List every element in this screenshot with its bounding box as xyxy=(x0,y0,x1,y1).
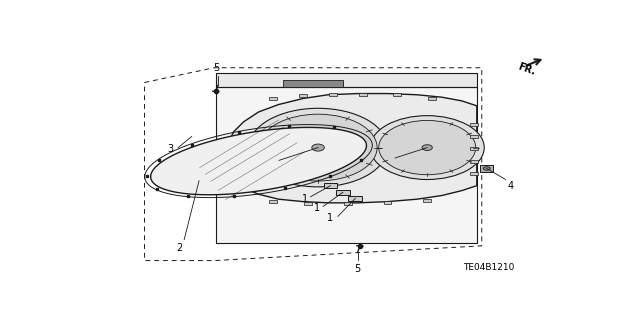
Text: 5: 5 xyxy=(213,63,220,73)
Bar xyxy=(470,135,478,138)
Text: 2: 2 xyxy=(176,243,182,253)
Text: 1: 1 xyxy=(314,203,320,213)
FancyBboxPatch shape xyxy=(348,196,362,201)
Polygon shape xyxy=(216,73,477,87)
Bar xyxy=(383,201,392,204)
FancyBboxPatch shape xyxy=(480,165,493,172)
Bar xyxy=(329,93,337,96)
Text: 3: 3 xyxy=(167,144,173,154)
Bar xyxy=(470,172,478,175)
Bar xyxy=(359,93,367,95)
Bar xyxy=(470,160,478,163)
Text: TE04B1210: TE04B1210 xyxy=(463,263,515,272)
Bar xyxy=(284,80,343,87)
Bar xyxy=(394,93,401,96)
Ellipse shape xyxy=(483,167,490,170)
Text: 1: 1 xyxy=(302,194,308,204)
Ellipse shape xyxy=(259,114,377,181)
Text: 1: 1 xyxy=(327,213,333,223)
Ellipse shape xyxy=(248,108,388,187)
Ellipse shape xyxy=(379,121,476,175)
Polygon shape xyxy=(150,127,367,195)
Bar xyxy=(423,199,431,202)
Bar xyxy=(304,202,312,205)
Bar xyxy=(269,97,277,100)
Polygon shape xyxy=(229,93,477,203)
Ellipse shape xyxy=(370,116,484,180)
Bar xyxy=(470,147,478,150)
Bar xyxy=(269,200,277,203)
Bar xyxy=(344,202,352,205)
Text: 4: 4 xyxy=(508,181,514,191)
Ellipse shape xyxy=(422,145,433,151)
Polygon shape xyxy=(216,87,477,243)
Text: FR.: FR. xyxy=(516,61,537,77)
FancyBboxPatch shape xyxy=(336,190,350,195)
Ellipse shape xyxy=(312,144,324,151)
Bar xyxy=(470,123,478,126)
Text: 5: 5 xyxy=(355,264,361,274)
Bar xyxy=(428,97,436,100)
FancyBboxPatch shape xyxy=(324,183,337,188)
Bar xyxy=(300,94,307,97)
